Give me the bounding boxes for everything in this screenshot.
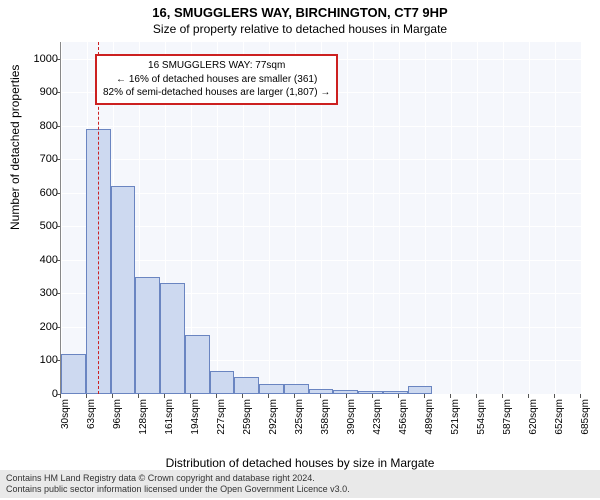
gridline-v bbox=[555, 42, 556, 394]
histogram-bar bbox=[234, 377, 259, 394]
xtick-label: 259sqm bbox=[242, 399, 253, 449]
xtick-mark bbox=[138, 394, 139, 398]
xtick-label: 194sqm bbox=[190, 399, 201, 449]
ytick-label: 600 bbox=[18, 187, 58, 199]
xtick-mark bbox=[190, 394, 191, 398]
annotation-callout: 16 SMUGGLERS WAY: 77sqm ← 16% of detache… bbox=[95, 54, 338, 105]
xtick-mark bbox=[242, 394, 243, 398]
xtick-mark bbox=[346, 394, 347, 398]
histogram-bar bbox=[210, 371, 235, 394]
xtick-mark bbox=[268, 394, 269, 398]
x-axis-label: Distribution of detached houses by size … bbox=[0, 456, 600, 470]
ytick-mark bbox=[56, 126, 60, 127]
xtick-mark bbox=[112, 394, 113, 398]
ytick-label: 200 bbox=[18, 321, 58, 333]
xtick-mark bbox=[502, 394, 503, 398]
xtick-mark bbox=[372, 394, 373, 398]
footer-line-2: Contains public sector information licen… bbox=[6, 484, 594, 495]
xtick-label: 652sqm bbox=[554, 399, 565, 449]
xtick-label: 456sqm bbox=[398, 399, 409, 449]
footer-attribution: Contains HM Land Registry data © Crown c… bbox=[0, 470, 600, 499]
ytick-mark bbox=[56, 360, 60, 361]
ytick-label: 900 bbox=[18, 86, 58, 98]
xtick-label: 161sqm bbox=[164, 399, 175, 449]
xtick-mark bbox=[60, 394, 61, 398]
xtick-mark bbox=[164, 394, 165, 398]
annotation-line-1: 16 SMUGGLERS WAY: 77sqm bbox=[103, 59, 330, 73]
xtick-mark bbox=[580, 394, 581, 398]
xtick-label: 96sqm bbox=[112, 399, 123, 449]
xtick-mark bbox=[216, 394, 217, 398]
xtick-label: 521sqm bbox=[450, 399, 461, 449]
ytick-label: 1000 bbox=[18, 53, 58, 65]
ytick-label: 700 bbox=[18, 153, 58, 165]
histogram-bar bbox=[383, 391, 408, 394]
xtick-mark bbox=[424, 394, 425, 398]
xtick-label: 620sqm bbox=[528, 399, 539, 449]
ytick-label: 300 bbox=[18, 287, 58, 299]
ytick-label: 0 bbox=[18, 388, 58, 400]
ytick-label: 500 bbox=[18, 220, 58, 232]
ytick-mark bbox=[56, 260, 60, 261]
ytick-mark bbox=[56, 193, 60, 194]
xtick-mark bbox=[294, 394, 295, 398]
annotation-line-2: ← 16% of detached houses are smaller (36… bbox=[103, 73, 330, 87]
gridline-v bbox=[503, 42, 504, 394]
gridline-v bbox=[347, 42, 348, 394]
histogram-bar bbox=[61, 354, 86, 394]
xtick-label: 358sqm bbox=[320, 399, 331, 449]
gridline-v bbox=[61, 42, 62, 394]
xtick-mark bbox=[398, 394, 399, 398]
title-main: 16, SMUGGLERS WAY, BIRCHINGTON, CT7 9HP bbox=[0, 5, 600, 20]
xtick-label: 489sqm bbox=[424, 399, 435, 449]
gridline-v bbox=[451, 42, 452, 394]
gridline-v bbox=[399, 42, 400, 394]
xtick-label: 685sqm bbox=[580, 399, 591, 449]
gridline-v bbox=[581, 42, 582, 394]
xtick-label: 63sqm bbox=[86, 399, 97, 449]
histogram-bar bbox=[408, 386, 433, 394]
histogram-bar bbox=[135, 277, 160, 394]
xtick-label: 390sqm bbox=[346, 399, 357, 449]
xtick-label: 554sqm bbox=[476, 399, 487, 449]
xtick-label: 30sqm bbox=[60, 399, 71, 449]
ytick-mark bbox=[56, 226, 60, 227]
gridline-v bbox=[425, 42, 426, 394]
histogram-bar bbox=[284, 384, 309, 394]
gridline-v bbox=[529, 42, 530, 394]
ytick-mark bbox=[56, 293, 60, 294]
ytick-mark bbox=[56, 92, 60, 93]
gridline-v bbox=[477, 42, 478, 394]
footer-line-1: Contains HM Land Registry data © Crown c… bbox=[6, 473, 594, 484]
ytick-mark bbox=[56, 327, 60, 328]
ytick-mark bbox=[56, 159, 60, 160]
xtick-mark bbox=[86, 394, 87, 398]
xtick-mark bbox=[476, 394, 477, 398]
histogram-bar bbox=[259, 384, 284, 394]
gridline-v bbox=[373, 42, 374, 394]
xtick-label: 227sqm bbox=[216, 399, 227, 449]
xtick-mark bbox=[554, 394, 555, 398]
annotation-line-3: 82% of semi-detached houses are larger (… bbox=[103, 86, 330, 100]
histogram-bar bbox=[111, 186, 136, 394]
xtick-label: 128sqm bbox=[138, 399, 149, 449]
title-sub: Size of property relative to detached ho… bbox=[0, 22, 600, 36]
histogram-bar bbox=[358, 391, 383, 394]
ytick-label: 400 bbox=[18, 254, 58, 266]
gridline-h bbox=[61, 394, 581, 395]
xtick-mark bbox=[528, 394, 529, 398]
histogram-bar bbox=[185, 335, 210, 394]
xtick-mark bbox=[320, 394, 321, 398]
ytick-mark bbox=[56, 59, 60, 60]
ytick-label: 800 bbox=[18, 120, 58, 132]
xtick-label: 587sqm bbox=[502, 399, 513, 449]
xtick-mark bbox=[450, 394, 451, 398]
xtick-label: 325sqm bbox=[294, 399, 305, 449]
ytick-label: 100 bbox=[18, 354, 58, 366]
histogram-bar bbox=[160, 283, 185, 394]
xtick-label: 292sqm bbox=[268, 399, 279, 449]
xtick-label: 423sqm bbox=[372, 399, 383, 449]
